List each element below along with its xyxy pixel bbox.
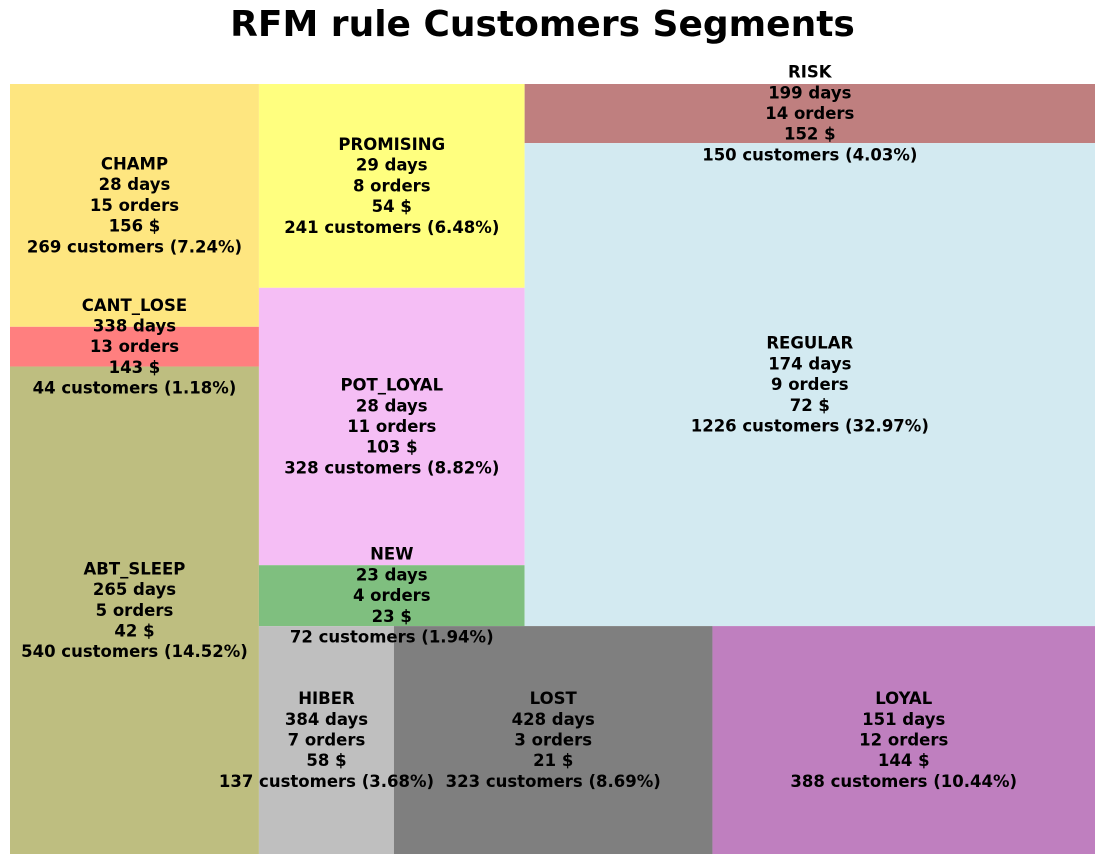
segment-customers-label: 72 customers (1.94%) [290,628,494,647]
segment-rect-new [258,565,525,627]
segment-customers-label: 241 customers (6.48%) [284,218,499,237]
segment-customers-label: 328 customers (8.82%) [284,458,499,477]
segment-name-label: HIBER [298,689,355,708]
segment-rect-pot-loyal [258,287,525,566]
segment-customers-label: 269 customers (7.24%) [27,237,242,256]
segment-rect-lost [393,626,713,854]
segment-customers-label: 1226 customers (32.97%) [691,416,929,435]
segment-amount-label: 21 $ [533,751,573,770]
segment-amount-label: 72 $ [790,396,830,415]
segment-orders-label: 7 orders [288,731,366,750]
segment-rect-regular [524,143,1095,627]
segment-amount-label: 143 $ [109,358,161,377]
segment-customers-label: 388 customers (10.44%) [790,772,1017,791]
segment-amount-label: 156 $ [109,217,161,236]
segment-orders-label: 4 orders [353,586,431,605]
segment-days-label: 265 days [93,580,176,599]
segment-orders-label: 11 orders [347,417,436,436]
segment-days-label: 29 days [356,156,428,175]
segment-rect-risk [524,84,1095,144]
segment-orders-label: 3 orders [514,731,592,750]
segment-rect-hiber [258,626,394,854]
segment-rect-loyal [712,626,1095,854]
segment-amount-label: 23 $ [372,607,412,626]
segment-name-label: REGULAR [766,334,853,353]
segment-amount-label: 42 $ [114,621,154,640]
segment-customers-label: 540 customers (14.52%) [21,642,248,661]
segment-orders-label: 15 orders [90,196,179,215]
segment-days-label: 174 days [768,354,851,373]
segment-customers-label: 150 customers (4.03%) [702,145,917,164]
segment-name-label: CHAMP [101,155,168,174]
segment-name-label: LOYAL [875,689,933,708]
segment-name-label: ABT_SLEEP [84,559,186,578]
segment-days-label: 428 days [512,710,595,729]
segment-rect-champ [10,84,259,327]
segment-orders-label: 8 orders [353,176,431,195]
segment-orders-label: 12 orders [859,731,948,750]
segment-name-label: POT_LOYAL [340,376,443,395]
segment-name-label: PROMISING [338,135,445,154]
segment-days-label: 199 days [768,83,851,102]
segment-rect-cant-lose [10,326,259,367]
segment-customers-label: 323 customers (8.69%) [446,772,661,791]
segment-orders-label: 5 orders [96,601,174,620]
segment-days-label: 151 days [862,710,945,729]
segment-days-label: 338 days [93,316,176,335]
segment-amount-label: 152 $ [784,125,836,144]
segment-days-label: 384 days [285,710,368,729]
segment-days-label: 28 days [99,175,171,194]
segment-amount-label: 54 $ [372,197,412,216]
segment-amount-label: 58 $ [306,751,346,770]
segment-name-label: NEW [370,545,413,564]
chart-title: RFM rule Customers Segments [230,4,855,45]
segment-amount-label: 103 $ [366,438,418,457]
segment-name-label: RISK [788,63,833,82]
segment-customers-label: 44 customers (1.18%) [33,379,237,398]
segment-days-label: 28 days [356,396,428,415]
segment-orders-label: 13 orders [90,337,179,356]
segment-orders-label: 9 orders [771,375,849,394]
segment-name-label: LOST [530,689,578,708]
segment-name-label: CANT_LOSE [82,296,187,315]
segment-customers-label: 137 customers (3.68%) [219,772,434,791]
segment-rect-abt-sleep [10,366,259,854]
segment-rect-promising [258,84,525,288]
segment-amount-label: 144 $ [878,751,930,770]
segment-days-label: 23 days [356,565,428,584]
segment-orders-label: 14 orders [765,104,854,123]
